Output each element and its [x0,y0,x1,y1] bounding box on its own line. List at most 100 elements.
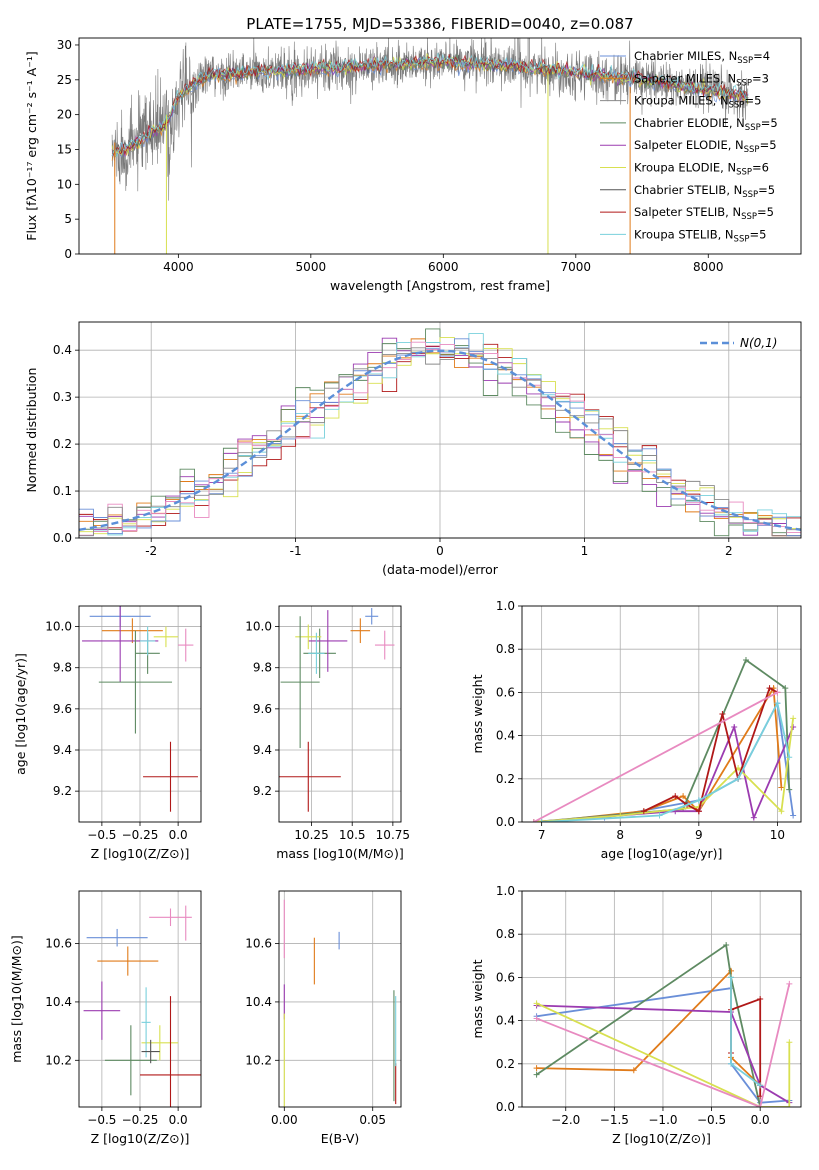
age-vs-mass-xtick-label-1: 10.5 [339,828,366,842]
mass-vs-ebv-xtick-label-1: 0.05 [359,1113,386,1127]
weight-vs-z-ytick-label-3: 0.6 [496,970,515,984]
legend-entry-7: Salpeter STELIB, NSSP=5 [634,205,774,222]
weight-vs-age-marker-5-3 [695,808,702,815]
mass-vs-z-xtick-label-0: −0.5 [87,1113,116,1127]
legend-entry-sub-7: SSP [741,212,757,222]
weight-vs-z-marker-7-2 [786,980,793,987]
weight-vs-age-marker-0-4 [790,812,797,819]
weight-vs-z-xtick-label-1: −1.5 [600,1113,629,1127]
spectrum-ytick-label-4: 20 [57,108,72,122]
age-vs-z-ytick-label-4: 10.0 [45,620,72,634]
weight-vs-z-series-2 [536,943,762,1107]
legend-entry-sub-3: SSP [745,123,761,133]
spectrum-frame [78,37,802,255]
age-vs-z-ytick-label-3: 9.8 [53,661,72,675]
residuals-ytick-label-4: 0.4 [53,343,72,357]
weight-vs-z-marker-2-1 [723,942,730,948]
mass-vs-z-axes: −0.5 −0.25 0.0 10.2 10.4 10.6 Z [log10(Z/Z⊙)] m… [9,890,202,1146]
residuals-xtick-label-4: 2 [725,544,733,558]
weight-vs-age-marker-6-5 [786,754,793,761]
weight-vs-age-ytick-label-3: 0.6 [496,685,515,699]
age-vs-mass-frame [278,605,402,823]
spectrum-xtick-label-0: 4000 [163,260,194,274]
weight-vs-age-axes: 7 8 9 10 0.0 0.2 0.4 0.6 0.8 1.0 age [log10(age/yr… [470,599,802,861]
weight-vs-z-xtick-label-3: −0.5 [697,1113,726,1127]
weight-vs-age-marker-4-4 [778,808,785,815]
weight-vs-z-ylabel: mass weight [470,959,485,1038]
mass-vs-ebv-axes: 0.00 0.05 10.2 10.4 10.6 E(B-V) [245,890,402,1146]
residuals-xlabel: (data-model)/error [382,562,499,577]
age-vs-z-axes: −0.5 −0.25 0.0 9.2 9.4 9.6 9.8 10.0 Z [log10(Z/Z… [13,605,202,861]
weight-vs-age-marker-1-2 [680,793,687,800]
weight-vs-age-marker-3-3 [731,723,738,730]
legend-entry-sub-8: SSP [734,234,750,244]
weight-vs-age-ytick-label-4: 0.8 [496,642,515,656]
weight-vs-age-marker-2-2 [742,657,749,663]
legend-entry-2: Kroupa MILES, NSSP=5 [634,94,761,111]
weight-vs-age-marker-2-3 [782,685,789,692]
weight-vs-age-ytick-label-5: 1.0 [496,599,515,613]
weight-vs-age-ytick-label-2: 0.4 [496,729,515,743]
weight-vs-z-marker-2-0 [533,1071,540,1078]
weight-vs-age-xtick-label-2: 9 [695,828,703,842]
age-vs-mass-ytick-label-4: 10.0 [245,620,272,634]
spectrum-xlabel: wavelength [Angstrom, rest frame] [330,278,550,293]
legend-entry-3: Chabrier ELODIE, NSSP=5 [634,116,778,133]
gaussian-curve [79,349,801,531]
residual-hist-8 [79,347,801,537]
legend-entry-val-8: =5 [749,227,766,241]
weight-vs-age-marker-2-4 [786,786,793,793]
weight-vs-z-marker-6-2 [757,1082,764,1089]
mass-vs-ebv-xtick-label-0: 0.00 [271,1113,298,1127]
spectrum-ylabel: Flux [fλ10⁻¹⁷ erg cm⁻² s⁻¹ A⁻¹] [24,51,39,240]
spectrum-axes: 4000 5000 6000 7000 8000 0 5 10 15 20 25 30 waveleng… [24,37,802,293]
legend-entry-6: Chabrier STELIB, NSSP=5 [634,183,775,200]
age-vs-z-xtick-label-2: 0.0 [169,828,188,842]
spectrum-ytick-label-5: 25 [57,73,72,87]
mass-vs-z-xlabel: Z [log10(Z/Z⊙)] [91,1131,190,1146]
legend-entry-val-1: =3 [752,71,769,85]
mass-vs-ebv-xlabel: E(B-V) [321,1131,360,1146]
mass-vs-z-xtick-label-1: −0.25 [122,1113,159,1127]
age-vs-mass-xlabel: mass [log10(M/M⊙)] [276,846,404,861]
spectrum-xtick-label-1: 5000 [296,260,327,274]
weight-vs-age-xlabel: age [log10(age/yr)] [601,846,723,861]
legend-entry-text-5: Kroupa ELODIE, N [634,161,736,175]
weight-vs-age-xtick-label-1: 8 [616,828,624,842]
weight-vs-z-xtick-label-0: −2.0 [551,1113,580,1127]
age-vs-z-ytick-label-2: 9.6 [53,702,72,716]
age-vs-mass-ytick-label-0: 9.2 [253,784,272,798]
mass-vs-ebv-ytick-label-2: 10.6 [245,937,272,951]
age-vs-z-ylabel: age [log10(age/yr)] [13,653,28,775]
age-vs-mass-ytick-label-1: 9.4 [253,743,272,757]
residuals-axes: -2 -1 0 1 2 0.0 0.1 0.2 0.3 0.4 (data-model)/error… [24,321,802,577]
legend-entry-1: Salpeter MILES, NSSP=3 [634,71,769,88]
weight-vs-age-marker-1-5 [778,784,785,791]
age-vs-z-xtick-label-1: −0.25 [122,828,159,842]
weight-vs-age-series-5 [643,686,778,813]
legend-entry-sub-6: SSP [742,190,758,200]
weight-vs-z-series-7 [536,983,791,1107]
gaussian-legend-label: N(0,1) [740,336,777,350]
weight-vs-z-frame [521,890,802,1108]
legend-entry-val-3: =5 [761,116,778,130]
weight-vs-z-ytick-label-4: 0.8 [496,927,515,941]
legend-entry-sub-1: SSP [736,78,752,88]
residuals-xtick-label-3: 1 [581,544,589,558]
legend-entry-text-3: Chabrier ELODIE, N [634,116,745,130]
legend-entry-text-7: Salpeter STELIB, N [634,205,741,219]
legend-entry-sub-5: SSP [736,168,752,178]
legend-entry-val-5: =6 [752,161,769,175]
figure-title: PLATE=1755, MJD=53386, FIBERID=0040, z=0… [246,15,633,33]
weight-vs-age-marker-7-1 [774,689,781,696]
age-vs-mass-xtick-label-0: 10.25 [294,828,328,842]
weight-vs-age-marker-6-4 [774,700,781,707]
weight-vs-z-marker-4-0 [533,1000,540,1007]
weight-vs-age-frame [521,605,802,823]
weight-vs-z-marker-4-3 [786,1039,793,1046]
weight-vs-z-marker-5-2 [757,996,764,1002]
weight-vs-z-ytick-label-2: 0.4 [496,1014,515,1028]
legend-entry-text-1: Salpeter MILES, N [634,71,736,85]
age-vs-z-plot-area [82,606,198,812]
